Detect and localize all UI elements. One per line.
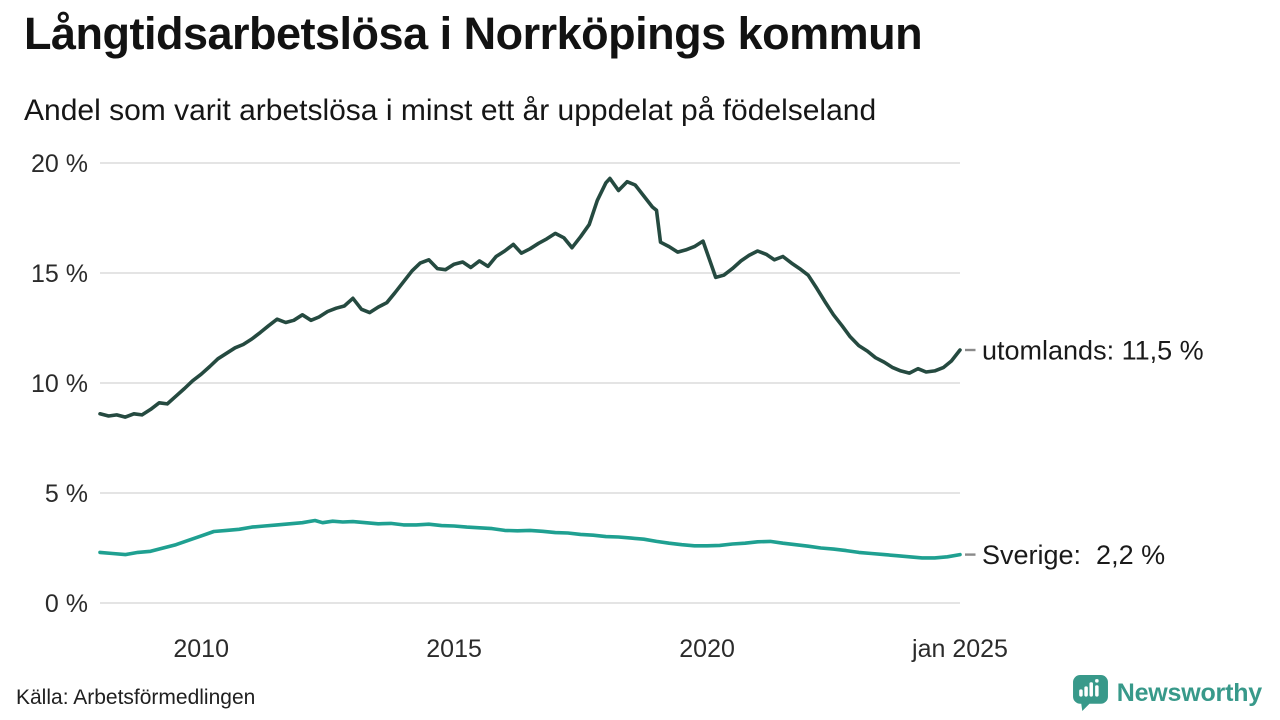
- series-line-utomlands: [98, 176, 962, 419]
- y-tick-label: 5 %: [45, 480, 88, 508]
- brand-name: Newsworthy: [1116, 678, 1262, 707]
- y-tick-label: 10 %: [31, 370, 88, 398]
- x-tick-label: 2015: [426, 635, 482, 663]
- y-tick-label: 0 %: [45, 590, 88, 618]
- x-tick-label: 2020: [679, 635, 735, 663]
- newsworthy-logo-icon: [1072, 675, 1108, 711]
- series-label-Sverige: Sverige: 2,2 %: [982, 540, 1165, 570]
- chart-title: Långtidsarbetslösa i Norrköpings kommun: [24, 8, 923, 59]
- y-tick-label: 15 %: [31, 260, 88, 288]
- brand-lockup: Newsworthy: [1072, 674, 1262, 712]
- series-label-utomlands: utomlands: 11,5 %: [982, 336, 1204, 366]
- series-line-Sverige: [98, 518, 962, 560]
- source-note: Källa: Arbetsförmedlingen: [16, 686, 256, 709]
- y-tick-label: 20 %: [31, 150, 88, 178]
- x-tick-label: 2010: [173, 635, 229, 663]
- x-tick-label: jan 2025: [911, 635, 1008, 663]
- chart-subtitle: Andel som varit arbetslösa i minst ett å…: [24, 94, 877, 127]
